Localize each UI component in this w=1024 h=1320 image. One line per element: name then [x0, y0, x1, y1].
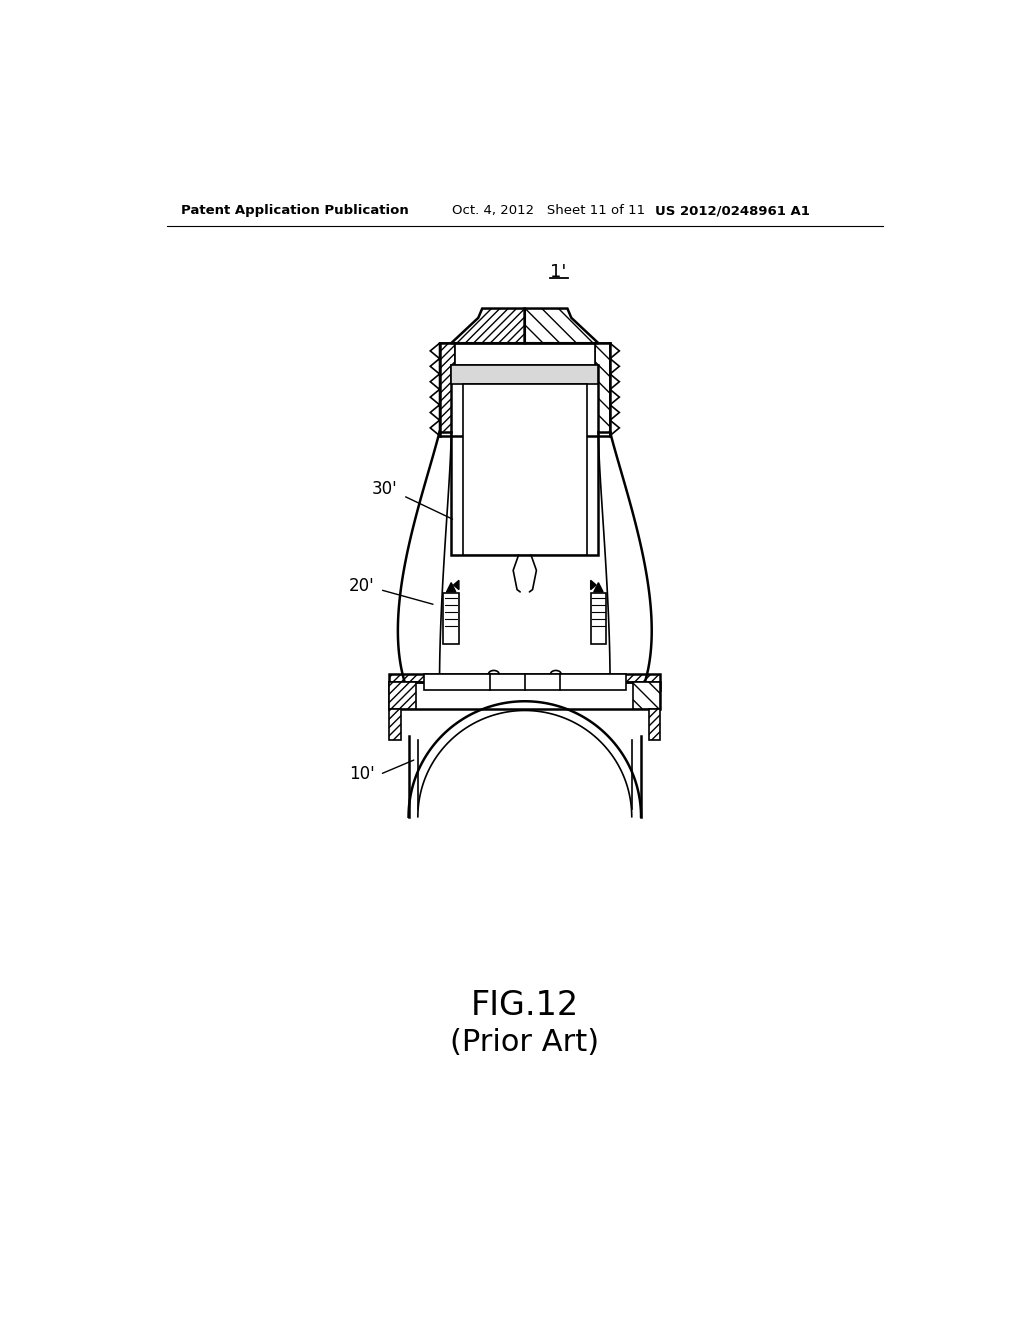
Text: (Prior Art): (Prior Art) [451, 1028, 599, 1057]
Polygon shape [591, 581, 596, 590]
Polygon shape [452, 309, 524, 343]
Bar [591, 594, 606, 644]
Bar [443, 594, 459, 644]
Bar [389, 675, 660, 689]
Polygon shape [594, 582, 603, 591]
Polygon shape [409, 701, 641, 817]
Bar [439, 343, 455, 436]
Text: 20': 20' [349, 577, 375, 595]
Polygon shape [524, 309, 598, 343]
Text: 1': 1' [550, 264, 566, 281]
Bar [389, 682, 660, 709]
Polygon shape [398, 432, 452, 682]
Bar [389, 709, 400, 739]
Polygon shape [454, 581, 459, 590]
Text: Oct. 4, 2012   Sheet 11 of 11: Oct. 4, 2012 Sheet 11 of 11 [452, 205, 645, 218]
Bar [595, 343, 610, 436]
Text: Patent Application Publication: Patent Application Publication [180, 205, 409, 218]
Bar [455, 343, 595, 436]
Bar [452, 364, 598, 554]
Bar [452, 364, 598, 384]
Text: 30': 30' [372, 480, 398, 499]
Bar [463, 384, 587, 554]
Text: FIG.12: FIG.12 [471, 989, 579, 1022]
Polygon shape [598, 432, 651, 682]
Polygon shape [446, 582, 456, 591]
Bar [389, 682, 417, 709]
Bar [424, 675, 626, 689]
Text: 10': 10' [349, 766, 375, 783]
Text: US 2012/0248961 A1: US 2012/0248961 A1 [655, 205, 810, 218]
Bar [633, 682, 660, 709]
Bar [649, 709, 660, 739]
